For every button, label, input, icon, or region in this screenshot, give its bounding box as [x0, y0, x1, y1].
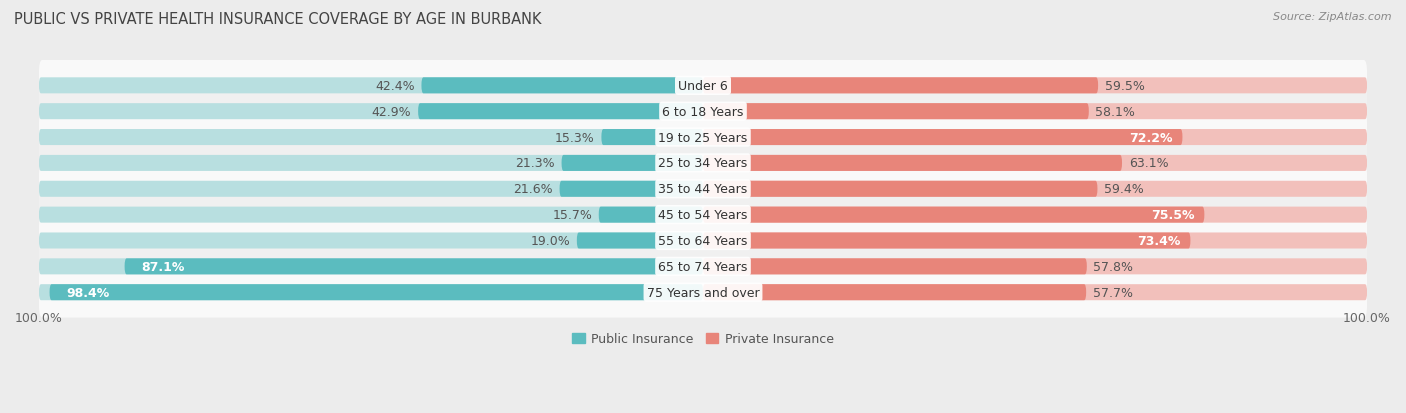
FancyBboxPatch shape — [39, 267, 1367, 318]
Text: 59.5%: 59.5% — [1105, 80, 1144, 93]
Text: 59.4%: 59.4% — [1104, 183, 1144, 196]
Text: 42.9%: 42.9% — [371, 105, 412, 119]
FancyBboxPatch shape — [703, 181, 1098, 197]
Text: 15.3%: 15.3% — [555, 131, 595, 144]
Text: 19 to 25 Years: 19 to 25 Years — [658, 131, 748, 144]
FancyBboxPatch shape — [703, 259, 1367, 275]
FancyBboxPatch shape — [39, 156, 703, 171]
FancyBboxPatch shape — [703, 233, 1367, 249]
Text: 65 to 74 Years: 65 to 74 Years — [658, 260, 748, 273]
Text: 55 to 64 Years: 55 to 64 Years — [658, 235, 748, 247]
FancyBboxPatch shape — [39, 138, 1367, 189]
FancyBboxPatch shape — [703, 233, 1191, 249]
FancyBboxPatch shape — [602, 130, 703, 146]
Text: 35 to 44 Years: 35 to 44 Years — [658, 183, 748, 196]
FancyBboxPatch shape — [422, 78, 703, 94]
FancyBboxPatch shape — [39, 259, 703, 275]
Text: 73.4%: 73.4% — [1137, 235, 1181, 247]
FancyBboxPatch shape — [39, 285, 703, 301]
FancyBboxPatch shape — [703, 156, 1122, 171]
FancyBboxPatch shape — [703, 130, 1182, 146]
FancyBboxPatch shape — [703, 156, 1367, 171]
FancyBboxPatch shape — [703, 207, 1205, 223]
FancyBboxPatch shape — [39, 190, 1367, 240]
FancyBboxPatch shape — [39, 242, 1367, 292]
Text: 42.4%: 42.4% — [375, 80, 415, 93]
Text: Source: ZipAtlas.com: Source: ZipAtlas.com — [1274, 12, 1392, 22]
Text: 57.7%: 57.7% — [1092, 286, 1133, 299]
Text: 75.5%: 75.5% — [1152, 209, 1195, 222]
Text: 58.1%: 58.1% — [1095, 105, 1135, 119]
FancyBboxPatch shape — [39, 181, 703, 197]
Text: PUBLIC VS PRIVATE HEALTH INSURANCE COVERAGE BY AGE IN BURBANK: PUBLIC VS PRIVATE HEALTH INSURANCE COVER… — [14, 12, 541, 27]
FancyBboxPatch shape — [39, 78, 703, 94]
FancyBboxPatch shape — [39, 233, 703, 249]
Legend: Public Insurance, Private Insurance: Public Insurance, Private Insurance — [567, 327, 839, 350]
Text: 6 to 18 Years: 6 to 18 Years — [662, 105, 744, 119]
FancyBboxPatch shape — [39, 61, 1367, 112]
Text: 21.6%: 21.6% — [513, 183, 553, 196]
Text: 15.7%: 15.7% — [553, 209, 592, 222]
FancyBboxPatch shape — [39, 207, 703, 223]
Text: 57.8%: 57.8% — [1094, 260, 1133, 273]
FancyBboxPatch shape — [703, 130, 1367, 146]
Text: 98.4%: 98.4% — [66, 286, 110, 299]
Text: Under 6: Under 6 — [678, 80, 728, 93]
FancyBboxPatch shape — [703, 285, 1367, 301]
Text: 75 Years and over: 75 Years and over — [647, 286, 759, 299]
Text: 21.3%: 21.3% — [515, 157, 555, 170]
FancyBboxPatch shape — [703, 78, 1098, 94]
FancyBboxPatch shape — [49, 285, 703, 301]
FancyBboxPatch shape — [561, 156, 703, 171]
FancyBboxPatch shape — [599, 207, 703, 223]
FancyBboxPatch shape — [39, 87, 1367, 137]
FancyBboxPatch shape — [576, 233, 703, 249]
FancyBboxPatch shape — [39, 112, 1367, 163]
FancyBboxPatch shape — [418, 104, 703, 120]
FancyBboxPatch shape — [703, 181, 1367, 197]
FancyBboxPatch shape — [560, 181, 703, 197]
FancyBboxPatch shape — [125, 259, 703, 275]
Text: 63.1%: 63.1% — [1129, 157, 1168, 170]
FancyBboxPatch shape — [703, 78, 1367, 94]
FancyBboxPatch shape — [39, 216, 1367, 266]
FancyBboxPatch shape — [703, 104, 1088, 120]
FancyBboxPatch shape — [39, 130, 703, 146]
FancyBboxPatch shape — [39, 164, 1367, 215]
FancyBboxPatch shape — [703, 104, 1367, 120]
FancyBboxPatch shape — [703, 259, 1087, 275]
Text: 45 to 54 Years: 45 to 54 Years — [658, 209, 748, 222]
Text: 19.0%: 19.0% — [530, 235, 571, 247]
FancyBboxPatch shape — [703, 285, 1087, 301]
FancyBboxPatch shape — [703, 207, 1367, 223]
FancyBboxPatch shape — [39, 104, 703, 120]
Text: 72.2%: 72.2% — [1129, 131, 1173, 144]
Text: 25 to 34 Years: 25 to 34 Years — [658, 157, 748, 170]
Text: 87.1%: 87.1% — [141, 260, 184, 273]
